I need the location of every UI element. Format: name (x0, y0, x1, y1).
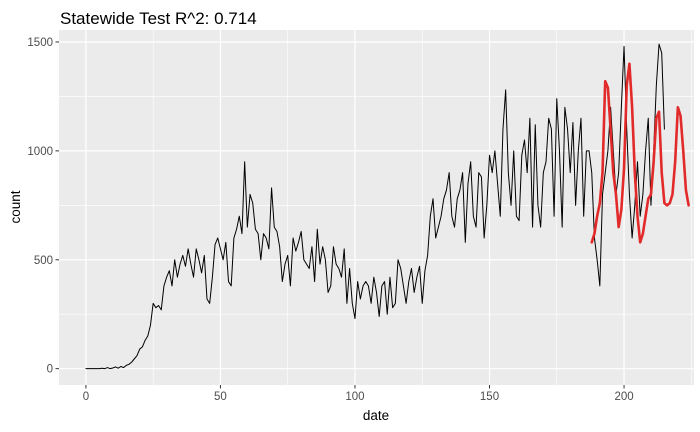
axis-ticks: 0 50 100 150 200 0 500 1000 1500 (27, 37, 633, 403)
x-tick-label: 100 (345, 391, 364, 403)
y-tick-label: 500 (34, 255, 53, 267)
chart-title: Statewide Test R^2: 0.714 (60, 9, 257, 28)
y-axis-title: count (8, 190, 23, 223)
observed-series-line (85, 43, 665, 370)
x-axis-title: date (363, 408, 389, 423)
x-tick-label: 200 (614, 391, 633, 403)
y-tick-label: 0 (47, 364, 53, 376)
y-tick-label: 1000 (27, 146, 53, 158)
x-tick-label: 150 (480, 391, 499, 403)
series-lines (85, 43, 690, 370)
plot-panel (59, 30, 694, 385)
x-tick-label: 0 (83, 391, 89, 403)
predicted-series-line (590, 62, 690, 244)
grid-lines (59, 30, 694, 385)
x-tick-label: 50 (214, 391, 227, 403)
y-tick-label: 1500 (27, 37, 53, 49)
